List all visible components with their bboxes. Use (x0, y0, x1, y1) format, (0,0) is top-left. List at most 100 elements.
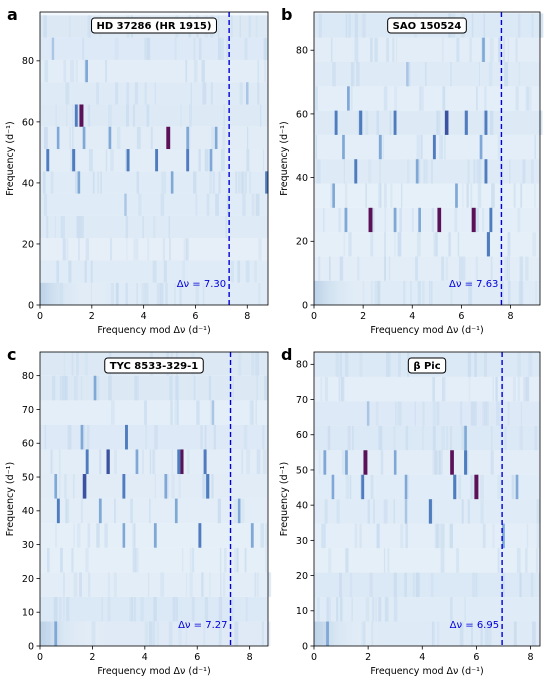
heatmap-streak (105, 149, 108, 172)
heatmap-streak (210, 82, 213, 105)
heatmap-streak (490, 450, 494, 475)
heatmap-streak (370, 232, 374, 257)
x-tick-label: 0 (311, 311, 317, 322)
heatmap-streak (475, 256, 478, 281)
heatmap-streak (135, 547, 139, 573)
y-axis-label-b: Frequency (d⁻¹) (279, 121, 290, 195)
peak-mark (464, 450, 468, 475)
heatmap-streak (213, 424, 216, 450)
heatmap-streak (55, 104, 57, 127)
x-ticks-d: 0 2 4 6 8 (311, 646, 534, 663)
peak-mark (378, 134, 382, 160)
heatmap-streak (193, 375, 196, 401)
heatmap-streak (525, 86, 529, 111)
heatmap-streak (411, 207, 415, 233)
peak-mark (214, 126, 218, 150)
heatmap-streak (431, 207, 435, 233)
heatmap-streak (191, 596, 195, 622)
x-tick-label: 8 (247, 652, 253, 663)
peak-mark (265, 171, 269, 194)
heatmap-streak (523, 376, 527, 402)
peak-mark (489, 207, 493, 233)
x-axis-label-b: Frequency mod Δν (d⁻¹) (370, 325, 483, 336)
heatmap-streak (209, 572, 211, 597)
peak-mark (164, 474, 168, 499)
heatmap-streak (520, 401, 522, 426)
heatmap-streak (206, 193, 210, 216)
heatmap-streak (145, 424, 147, 450)
heatmap-streak (470, 183, 473, 208)
heatmap-streak (474, 352, 477, 377)
title-box-frame-d (407, 357, 447, 374)
peak-mark (250, 523, 254, 548)
heatmap-streak (50, 449, 54, 475)
heatmap-streak (73, 523, 75, 548)
heatmap-streak (242, 193, 246, 216)
heatmap-streak (534, 134, 536, 160)
heatmap-streak (434, 450, 438, 475)
heatmap-streak (397, 401, 402, 426)
heatmap-streak (354, 523, 358, 549)
heatmap-streak (474, 401, 477, 426)
heatmap-streak (345, 548, 349, 573)
heatmap-streak (483, 13, 486, 38)
heatmap-streak (230, 260, 234, 283)
heatmap-streak (340, 597, 344, 622)
y-tick-label: 20 (296, 237, 308, 248)
heatmap-streak (114, 37, 119, 60)
heatmap-streak (507, 232, 511, 257)
heatmap-streak (369, 572, 373, 598)
heatmap-streak (450, 62, 452, 87)
heatmap-streak (260, 104, 262, 127)
heatmap-streak (42, 171, 46, 194)
heatmap-streak (251, 193, 255, 216)
peak-mark (203, 449, 207, 475)
y-tick-label: 10 (22, 608, 34, 619)
y-tick-label: 60 (22, 117, 34, 128)
heatmap-streak (535, 548, 538, 573)
heatmap-streak (375, 597, 377, 622)
heatmap-streak (115, 82, 119, 105)
heatmap-streak (438, 523, 441, 549)
heatmap-low-band-glow (40, 621, 268, 646)
x-tick-label: 8 (528, 652, 534, 663)
peak-mark (124, 193, 127, 216)
heatmap-streak (234, 547, 238, 573)
heatmap-streak (232, 596, 234, 622)
heatmap-streak (97, 171, 100, 194)
title-box-frame-a (91, 17, 217, 34)
heatmap-streak (471, 13, 474, 38)
heatmap-streak (397, 232, 402, 257)
heatmap-streak (316, 597, 320, 622)
title-box-c: TYC 8533-329-1 (104, 357, 204, 374)
heatmap-streak (448, 232, 451, 257)
peak-mark (79, 104, 84, 127)
heatmap-streak (241, 171, 245, 194)
x-tick-label: 0 (311, 652, 317, 663)
heatmap-streak (257, 572, 259, 597)
heatmap-streak (407, 474, 410, 500)
heatmap-streak (78, 238, 80, 261)
heatmap-streak (500, 159, 504, 184)
heatmap-streak (60, 215, 63, 239)
heatmap-streak (72, 104, 74, 127)
heatmap-streak (430, 499, 434, 524)
heatmap-streak (441, 134, 443, 160)
heatmap-streak (442, 37, 444, 63)
delta-nu-label-c: Δν = 7.27 (178, 620, 227, 631)
heatmap-streak (44, 424, 47, 450)
heatmap-streak (384, 232, 386, 257)
heatmap-streak (320, 376, 323, 402)
x-tick-label: 4 (409, 311, 415, 322)
heatmap-streak (526, 523, 529, 549)
heatmap-streak (239, 82, 243, 105)
heatmap-streak (185, 59, 188, 83)
peak-mark (406, 62, 409, 87)
panel-b: 0 2 4 6 8 0 20 40 60 80 b SAO 150524 Δν = 7.63 F… (279, 5, 544, 336)
heatmap-streak (80, 498, 83, 524)
y-tick-label: 20 (22, 574, 34, 585)
heatmap-streak (388, 256, 391, 281)
x-ticks-a: 0 2 4 6 8 (37, 305, 250, 322)
heatmap-streak (51, 375, 56, 401)
heatmap-streak (193, 37, 196, 60)
